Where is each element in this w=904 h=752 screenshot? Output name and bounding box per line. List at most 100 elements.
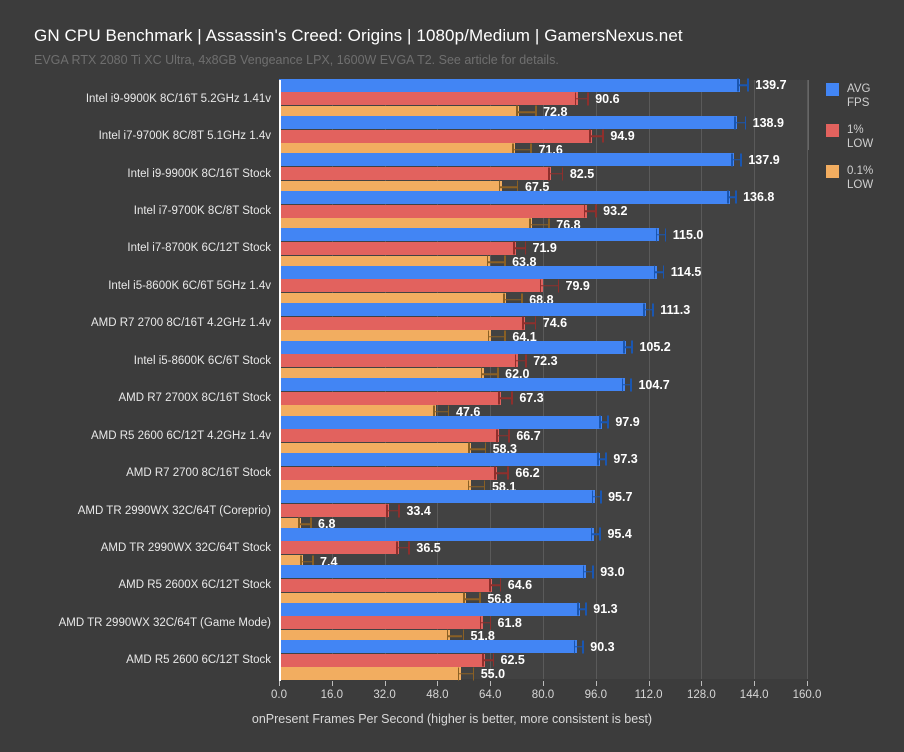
error-bar-cap: [605, 452, 607, 466]
bar-row: 114.5: [279, 265, 807, 280]
bar-low1[interactable]: [279, 541, 400, 555]
bar-avg[interactable]: [279, 228, 659, 242]
bar-low1[interactable]: [279, 241, 517, 255]
bar-low1[interactable]: [279, 391, 502, 405]
bar-low01[interactable]: [279, 143, 516, 157]
category-label: AMD R5 2600 6C/12T Stock: [126, 654, 271, 667]
bar-value-label: 58.1: [491, 479, 517, 494]
bar-avg[interactable]: [279, 602, 581, 616]
bar-avg[interactable]: [279, 565, 586, 579]
x-tick-mark: [701, 681, 703, 686]
bar-avg[interactable]: [279, 340, 627, 354]
error-bar-cap: [557, 279, 560, 293]
bar-low01[interactable]: [279, 555, 304, 569]
bar-low01[interactable]: [279, 293, 507, 306]
error-bar-cap-inner: [623, 340, 625, 354]
bar-low01[interactable]: [279, 592, 467, 606]
error-bar-cap: [312, 555, 314, 569]
bar-row: 55.0: [279, 667, 807, 681]
bar-low1[interactable]: [279, 316, 526, 330]
error-bar-cap: [398, 504, 400, 518]
error-bar-whisker: [488, 336, 505, 338]
bar-low1[interactable]: [279, 466, 498, 480]
x-tick-label: 160.0: [792, 689, 822, 701]
error-bar-cap-inner: [386, 504, 388, 518]
error-bar-cap-inner: [514, 354, 517, 368]
bar-avg[interactable]: [279, 640, 577, 654]
bar-low1[interactable]: [279, 653, 486, 667]
error-bar-cap: [595, 204, 597, 218]
bar-low1[interactable]: [279, 504, 390, 518]
bar-avg[interactable]: [279, 490, 595, 504]
bar-avg[interactable]: [279, 378, 625, 392]
bar-avg[interactable]: [279, 153, 735, 167]
bar-row: 104.7: [279, 378, 807, 392]
bar-value-label: 97.3: [613, 452, 638, 467]
bar-low1[interactable]: [279, 354, 518, 368]
bar-low01[interactable]: [279, 629, 450, 643]
bar-value-label: 91.3: [593, 602, 618, 617]
legend-swatch-0-1-percent-low: [826, 165, 839, 178]
bar-low01[interactable]: [279, 442, 472, 456]
bar-low01[interactable]: [279, 105, 520, 119]
error-bar-whisker: [523, 322, 535, 325]
error-bar-whisker: [514, 247, 525, 250]
error-bar-cap-inner: [573, 640, 576, 654]
bar-low1[interactable]: [279, 279, 543, 293]
chart-subtitle: EVGA RTX 2080 Ti XC Ultra, 4x8GB Vengean…: [34, 53, 559, 67]
error-bar-whisker: [732, 159, 741, 161]
bar-low1[interactable]: [279, 167, 552, 181]
error-bar-cap-inner: [503, 293, 505, 306]
bar-low1[interactable]: [279, 429, 500, 443]
legend-item-avg-fps[interactable]: AVG FPS: [826, 82, 904, 110]
legend-item-0-1-percent-low[interactable]: 0.1% LOW: [826, 164, 904, 192]
bar-avg[interactable]: [279, 303, 647, 317]
legend-item-1-percent-low[interactable]: 1% LOW: [826, 123, 904, 151]
bar-low01[interactable]: [279, 405, 437, 419]
bar-value-label: 76.8: [556, 217, 581, 232]
bar-low01[interactable]: [279, 480, 471, 494]
bar-avg[interactable]: [279, 265, 657, 279]
bar-low1[interactable]: [279, 129, 593, 143]
bar-low01[interactable]: [279, 180, 502, 194]
error-bar-cap-inner: [727, 190, 729, 204]
bar-row: 51.8: [279, 629, 807, 643]
bar-low01[interactable]: [279, 517, 302, 531]
bar-low01[interactable]: [279, 218, 533, 232]
bar-avg[interactable]: [279, 190, 731, 204]
x-tick-mark: [437, 681, 439, 686]
error-bar-cap: [585, 602, 587, 616]
bar-low01[interactable]: [279, 330, 491, 344]
bar-row: 71.6: [279, 143, 807, 157]
error-bar-whisker: [583, 571, 593, 573]
x-tick-label: 112.0: [634, 689, 663, 701]
bar-low01[interactable]: [279, 667, 461, 681]
error-bar-cap-inner: [539, 279, 542, 293]
bar-low01[interactable]: [279, 367, 484, 381]
error-bar-cap-inner: [590, 527, 593, 541]
bar-low01[interactable]: [279, 255, 490, 269]
bar-avg[interactable]: [279, 116, 738, 130]
bar-low1[interactable]: [279, 616, 483, 630]
bar-low1[interactable]: [279, 92, 578, 106]
bar-low1[interactable]: [279, 204, 587, 218]
bar-avg[interactable]: [279, 415, 603, 429]
error-bar-cap-inner: [300, 555, 302, 569]
bar-avg[interactable]: [279, 527, 594, 541]
bar-avg[interactable]: [279, 452, 601, 466]
gridline: [701, 80, 703, 679]
error-bar-cap-inner: [582, 565, 585, 579]
error-bar-cap-inner: [643, 303, 645, 317]
error-bar-whisker: [483, 659, 493, 662]
bar-value-label: 61.8: [497, 615, 522, 630]
x-tick-label: 80.0: [531, 689, 555, 701]
bar-value-label: 71.9: [532, 241, 557, 256]
bar-row: 58.1: [279, 479, 807, 494]
bar-avg[interactable]: [279, 78, 740, 92]
error-bar-cap: [479, 592, 481, 606]
plot-area: 139.7 90.6 72.8 138.9 94.9 71.6 137.9 82.5 67.5 1…: [279, 78, 808, 681]
bar-value-label: 114.5: [670, 265, 702, 280]
bar-row: 90.6: [279, 92, 807, 106]
bar-low1[interactable]: [279, 578, 493, 592]
error-bar-cap: [561, 167, 564, 181]
